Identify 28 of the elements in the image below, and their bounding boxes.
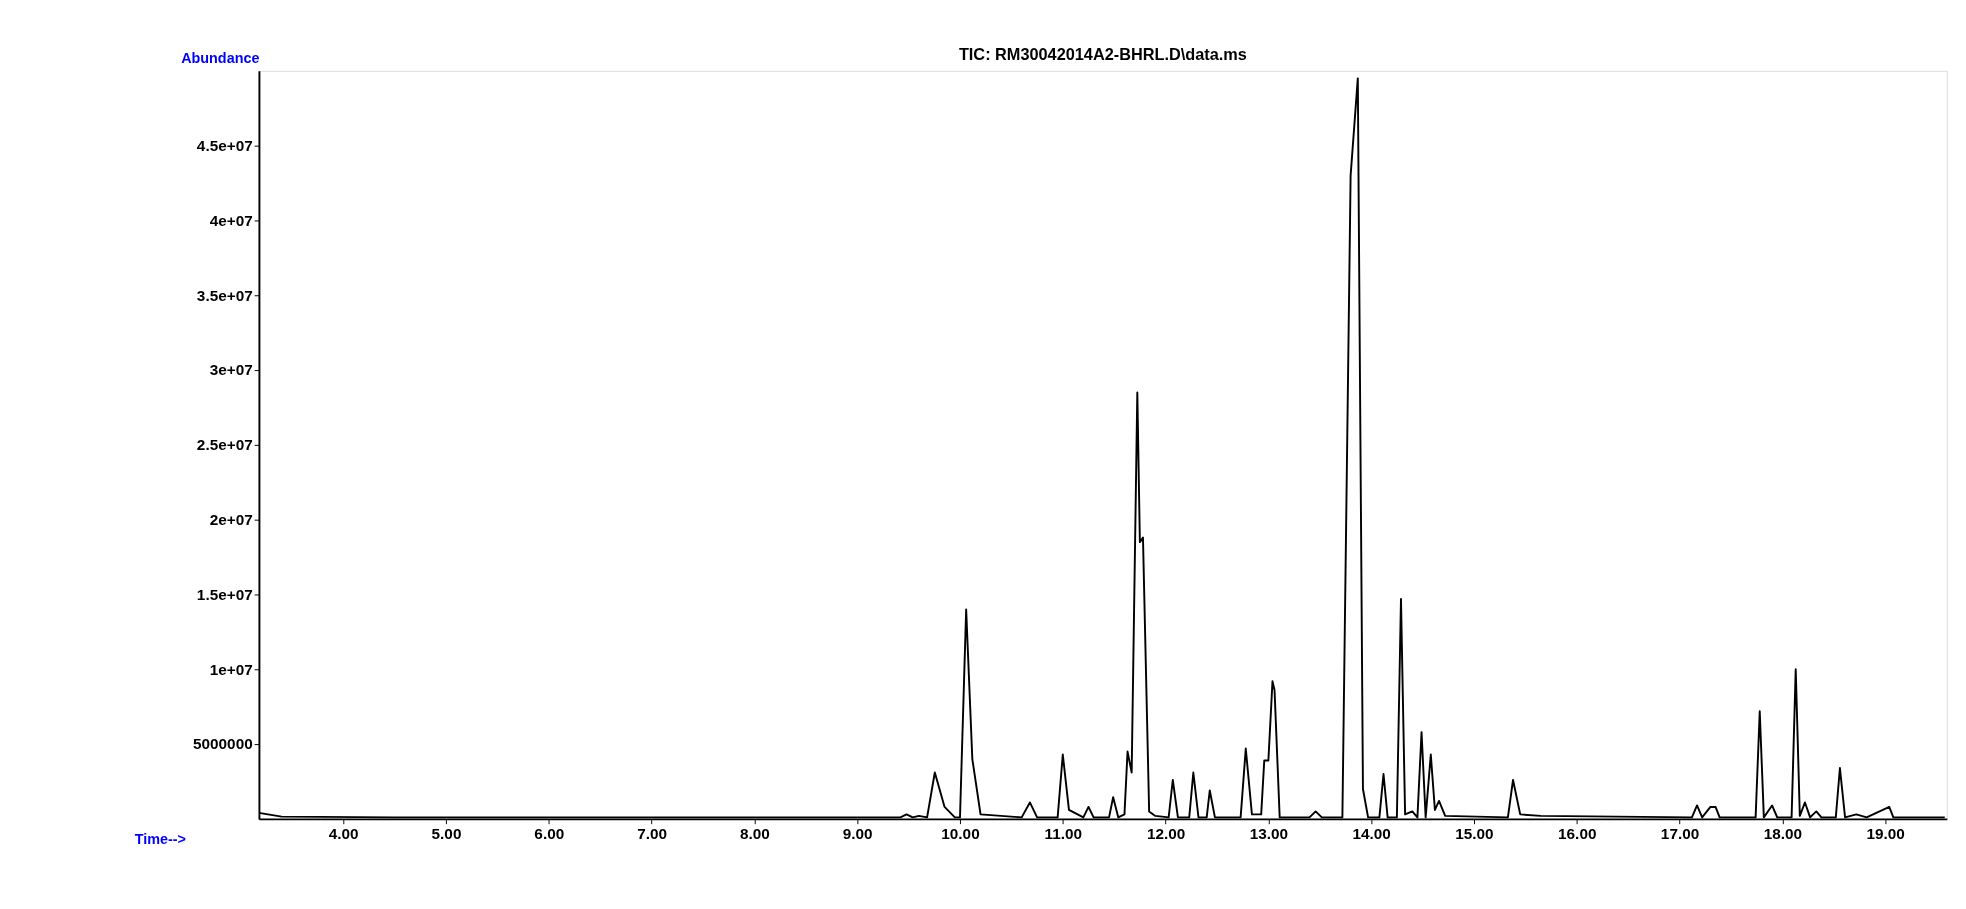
y-tick-label: 4.5e+07 xyxy=(196,136,253,154)
y-tick-label: 4e+07 xyxy=(209,211,253,229)
y-tick-label: 1.5e+07 xyxy=(196,585,253,603)
y-axis-title: Abundance xyxy=(181,49,260,66)
y-tick-label: 2e+07 xyxy=(209,510,253,528)
y-tick-label: 2.5e+07 xyxy=(196,436,253,454)
x-tick-label: 15.00 xyxy=(1455,824,1494,842)
x-axis-title: Time--> xyxy=(134,831,187,848)
y-tick-label: 3.5e+07 xyxy=(196,286,253,304)
chart-title: TIC: RM30042014A2-BHRL.D\data.ms xyxy=(958,45,1247,64)
x-tick-label: 19.00 xyxy=(1866,824,1905,842)
x-tick-label: 12.00 xyxy=(1146,824,1186,842)
x-tick-label: 8.00 xyxy=(739,824,770,842)
x-tick-label: 11.00 xyxy=(1044,824,1083,842)
x-tick-label: 7.00 xyxy=(637,824,668,842)
x-tick-label: 17.00 xyxy=(1660,824,1700,842)
x-tick-label: 5.00 xyxy=(431,824,462,842)
x-tick-label: 14.00 xyxy=(1352,824,1391,842)
x-tick-label: 13.00 xyxy=(1249,824,1289,842)
y-tick-label: 3e+07 xyxy=(209,361,253,379)
y-tick-label: 1e+07 xyxy=(209,660,253,678)
x-tick-label: 9.00 xyxy=(842,824,873,842)
y-tick-label: 5000000 xyxy=(193,735,253,753)
x-tick-label: 18.00 xyxy=(1763,824,1803,842)
x-tick-label: 10.00 xyxy=(941,824,980,842)
x-tick-label: 6.00 xyxy=(534,824,565,842)
x-tick-label: 4.00 xyxy=(328,824,359,842)
x-tick-label: 16.00 xyxy=(1558,824,1597,842)
